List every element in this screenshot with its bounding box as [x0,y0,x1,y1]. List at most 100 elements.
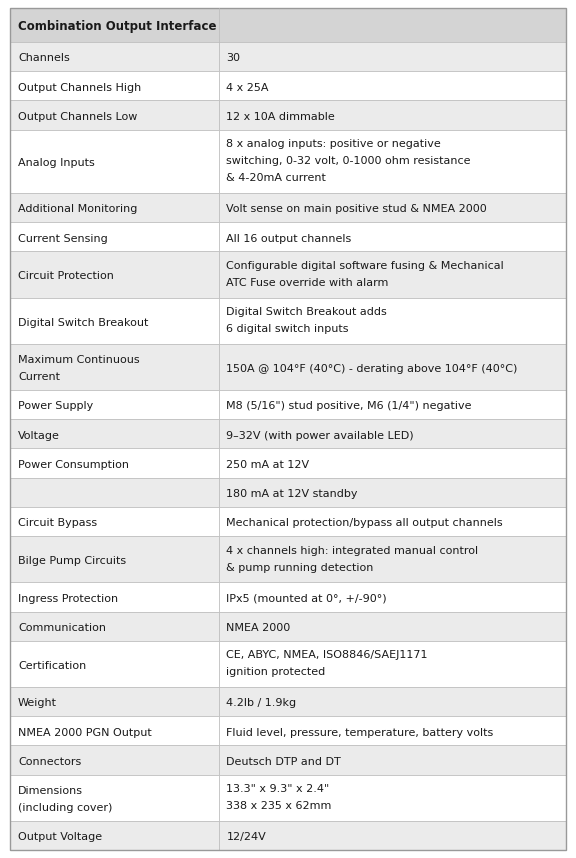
Bar [10,821,218,850]
Text: CE, ABYC, NMEA, ISO8846/SAEJ1171: CE, ABYC, NMEA, ISO8846/SAEJ1171 [226,650,428,661]
Text: Channels: Channels [18,53,70,63]
Bar [218,71,566,100]
Bar [10,71,218,100]
Bar [218,42,566,71]
Bar [10,130,218,193]
Text: Output Channels Low: Output Channels Low [18,112,137,122]
Text: Certification: Certification [18,661,86,671]
Text: Bilge Pump Circuits: Bilge Pump Circuits [18,556,126,566]
Text: 150A @ 104°F (40°C) - derating above 104°F (40°C): 150A @ 104°F (40°C) - derating above 104… [226,364,518,374]
Text: switching, 0-32 volt, 0-1000 ohm resistance: switching, 0-32 volt, 0-1000 ohm resista… [226,156,471,166]
Bar [218,641,566,687]
Text: NMEA 2000 PGN Output: NMEA 2000 PGN Output [18,728,151,738]
Bar [10,746,218,775]
Bar [218,344,566,390]
Text: 4 x 25A: 4 x 25A [226,82,269,93]
Bar [218,298,566,344]
Text: 9–32V (with power available LED): 9–32V (with power available LED) [226,431,414,441]
Bar [218,222,566,251]
Bar [218,716,566,746]
Text: Current: Current [18,372,60,383]
Text: 4.2lb / 1.9kg: 4.2lb / 1.9kg [226,698,297,709]
Bar [10,775,218,821]
Text: Digital Switch Breakout: Digital Switch Breakout [18,317,149,328]
Bar [10,344,218,390]
Bar [218,420,566,449]
Bar [10,641,218,687]
Text: 180 mA at 12V standby: 180 mA at 12V standby [226,489,358,499]
Text: Circuit Bypass: Circuit Bypass [18,518,97,529]
Bar [10,222,218,251]
Bar [218,687,566,716]
Bar [10,42,218,71]
Text: 12/24V: 12/24V [226,832,266,843]
Text: Communication: Communication [18,623,106,633]
Text: 338 x 235 x 62mm: 338 x 235 x 62mm [226,801,332,811]
Bar [10,716,218,746]
Text: ATC Fuse override with alarm: ATC Fuse override with alarm [226,278,389,288]
Text: Dimensions: Dimensions [18,786,83,796]
Bar [218,251,566,298]
Bar [218,478,566,507]
Bar [218,746,566,775]
Bar [218,536,566,583]
Bar [218,449,566,478]
Bar [218,612,566,641]
Text: 6 digital switch inputs: 6 digital switch inputs [226,324,349,335]
Text: Mechanical protection/bypass all output channels: Mechanical protection/bypass all output … [226,518,503,529]
Text: Connectors: Connectors [18,757,81,767]
Bar [218,821,566,850]
Text: Configurable digital software fusing & Mechanical: Configurable digital software fusing & M… [226,261,504,271]
Bar [10,8,566,42]
Text: Fluid level, pressure, temperature, battery volts: Fluid level, pressure, temperature, batt… [226,728,494,738]
Text: (including cover): (including cover) [18,803,112,813]
Text: IPx5 (mounted at 0°, +/-90°): IPx5 (mounted at 0°, +/-90°) [226,594,387,604]
Bar [10,478,218,507]
Text: 30: 30 [226,53,241,63]
Bar [218,130,566,193]
Text: Circuit Protection: Circuit Protection [18,271,114,281]
Bar [10,298,218,344]
Bar [10,536,218,583]
Bar [10,420,218,449]
Text: Analog Inputs: Analog Inputs [18,158,94,168]
Bar [10,449,218,478]
Text: Deutsch DTP and DT: Deutsch DTP and DT [226,757,341,767]
Text: M8 (5/16") stud positive, M6 (1/4") negative: M8 (5/16") stud positive, M6 (1/4") nega… [226,402,472,412]
Bar [218,775,566,821]
Text: ignition protected: ignition protected [226,668,326,677]
Text: Voltage: Voltage [18,431,60,441]
Text: Current Sensing: Current Sensing [18,233,108,244]
Bar [10,612,218,641]
Bar [10,507,218,536]
Bar [10,251,218,298]
Bar [218,507,566,536]
Text: 8 x analog inputs: positive or negative: 8 x analog inputs: positive or negative [226,139,441,149]
Text: Power Supply: Power Supply [18,402,93,412]
Text: Additional Monitoring: Additional Monitoring [18,204,137,214]
Text: 12 x 10A dimmable: 12 x 10A dimmable [226,112,335,122]
Text: Maximum Continuous: Maximum Continuous [18,355,139,366]
Text: Output Channels High: Output Channels High [18,82,141,93]
Text: Digital Switch Breakout adds: Digital Switch Breakout adds [226,307,387,317]
Text: & pump running detection: & pump running detection [226,563,374,572]
Text: 250 mA at 12V: 250 mA at 12V [226,460,310,470]
Bar [218,583,566,612]
Text: Power Consumption: Power Consumption [18,460,129,470]
Text: Ingress Protection: Ingress Protection [18,594,118,604]
Bar [218,193,566,222]
Bar [218,100,566,130]
Bar [10,687,218,716]
Bar [218,390,566,420]
Text: Output Voltage: Output Voltage [18,832,102,843]
Bar [10,100,218,130]
Text: Combination Output Interface: Combination Output Interface [18,21,217,33]
Text: All 16 output channels: All 16 output channels [226,233,352,244]
Text: NMEA 2000: NMEA 2000 [226,623,291,633]
Text: Weight: Weight [18,698,57,709]
Text: & 4-20mA current: & 4-20mA current [226,173,327,184]
Text: 4 x channels high: integrated manual control: 4 x channels high: integrated manual con… [226,546,479,556]
Text: 13.3" x 9.3" x 2.4": 13.3" x 9.3" x 2.4" [226,784,329,795]
Bar [10,390,218,420]
Text: Volt sense on main positive stud & NMEA 2000: Volt sense on main positive stud & NMEA … [226,204,487,214]
